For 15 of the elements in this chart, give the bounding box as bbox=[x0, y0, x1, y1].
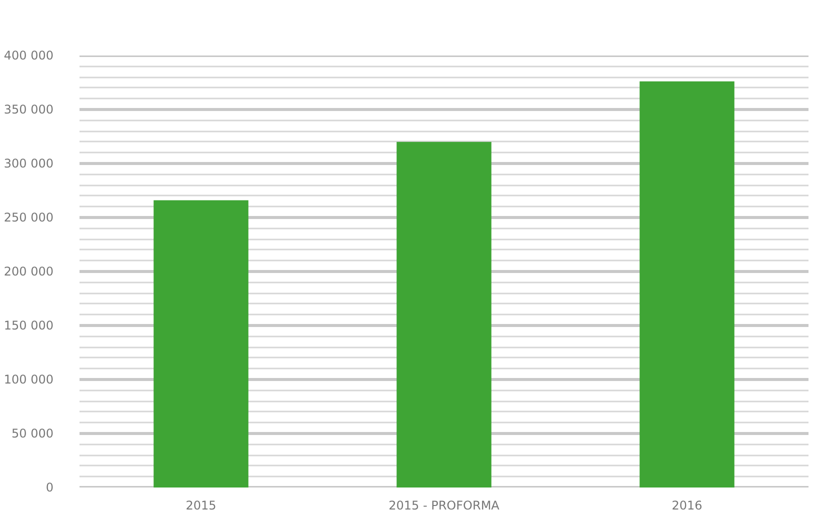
y-tick-label: 0 bbox=[46, 480, 54, 494]
y-tick-label: 350 000 bbox=[4, 102, 54, 116]
y-tick-label: 300 000 bbox=[4, 156, 54, 170]
y-tick-label: 150 000 bbox=[4, 318, 54, 332]
bar bbox=[396, 142, 492, 488]
bar bbox=[640, 81, 734, 488]
x-tick-label: 2015 bbox=[186, 498, 216, 512]
y-tick-label: 100 000 bbox=[4, 372, 54, 386]
y-tick-label: 250 000 bbox=[4, 210, 54, 224]
y-tick-label: 400 000 bbox=[4, 48, 54, 62]
x-tick-label: 2015 - PROFORMA bbox=[388, 498, 500, 512]
x-tick-label: 2016 bbox=[672, 498, 702, 512]
y-tick-label: 50 000 bbox=[12, 426, 54, 440]
bar bbox=[154, 200, 248, 488]
y-tick-label: 200 000 bbox=[4, 264, 54, 278]
